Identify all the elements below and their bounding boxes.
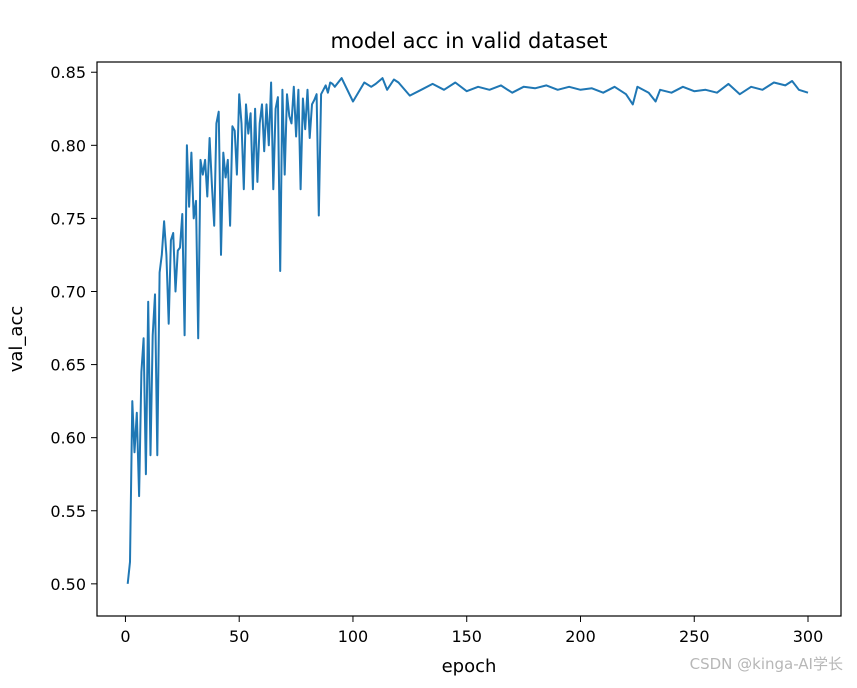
plot-area-frame bbox=[96, 61, 842, 617]
y-axis-label: val_acc bbox=[6, 306, 27, 373]
y-tick-label: 0.85 bbox=[50, 63, 86, 82]
x-tick-label: 0 bbox=[120, 627, 130, 646]
x-tick-label: 100 bbox=[338, 627, 369, 646]
x-tick-label: 50 bbox=[229, 627, 249, 646]
y-tick-label: 0.60 bbox=[50, 429, 86, 448]
x-tick-label: 300 bbox=[793, 627, 824, 646]
x-axis: 0 50 100 150 200 250 300 bbox=[120, 616, 823, 646]
x-tick-label: 150 bbox=[451, 627, 482, 646]
x-tick-label: 250 bbox=[679, 627, 710, 646]
y-tick-label: 0.50 bbox=[50, 575, 86, 594]
y-axis: 0.50 0.55 0.60 0.65 0.70 0.75 0.80 0.85 bbox=[50, 63, 97, 594]
x-axis-label: epoch bbox=[442, 656, 497, 677]
y-tick-label: 0.55 bbox=[50, 502, 86, 521]
chart-title: model acc in valid dataset bbox=[331, 29, 608, 53]
y-tick-label: 0.65 bbox=[50, 356, 86, 375]
y-tick-label: 0.80 bbox=[50, 136, 86, 155]
y-tick-label: 0.75 bbox=[50, 209, 86, 228]
watermark: CSDN @kinga-AI学长 bbox=[689, 655, 843, 673]
val-acc-series-line bbox=[126, 77, 809, 584]
x-tick-label: 200 bbox=[565, 627, 596, 646]
y-tick-label: 0.70 bbox=[50, 282, 86, 301]
